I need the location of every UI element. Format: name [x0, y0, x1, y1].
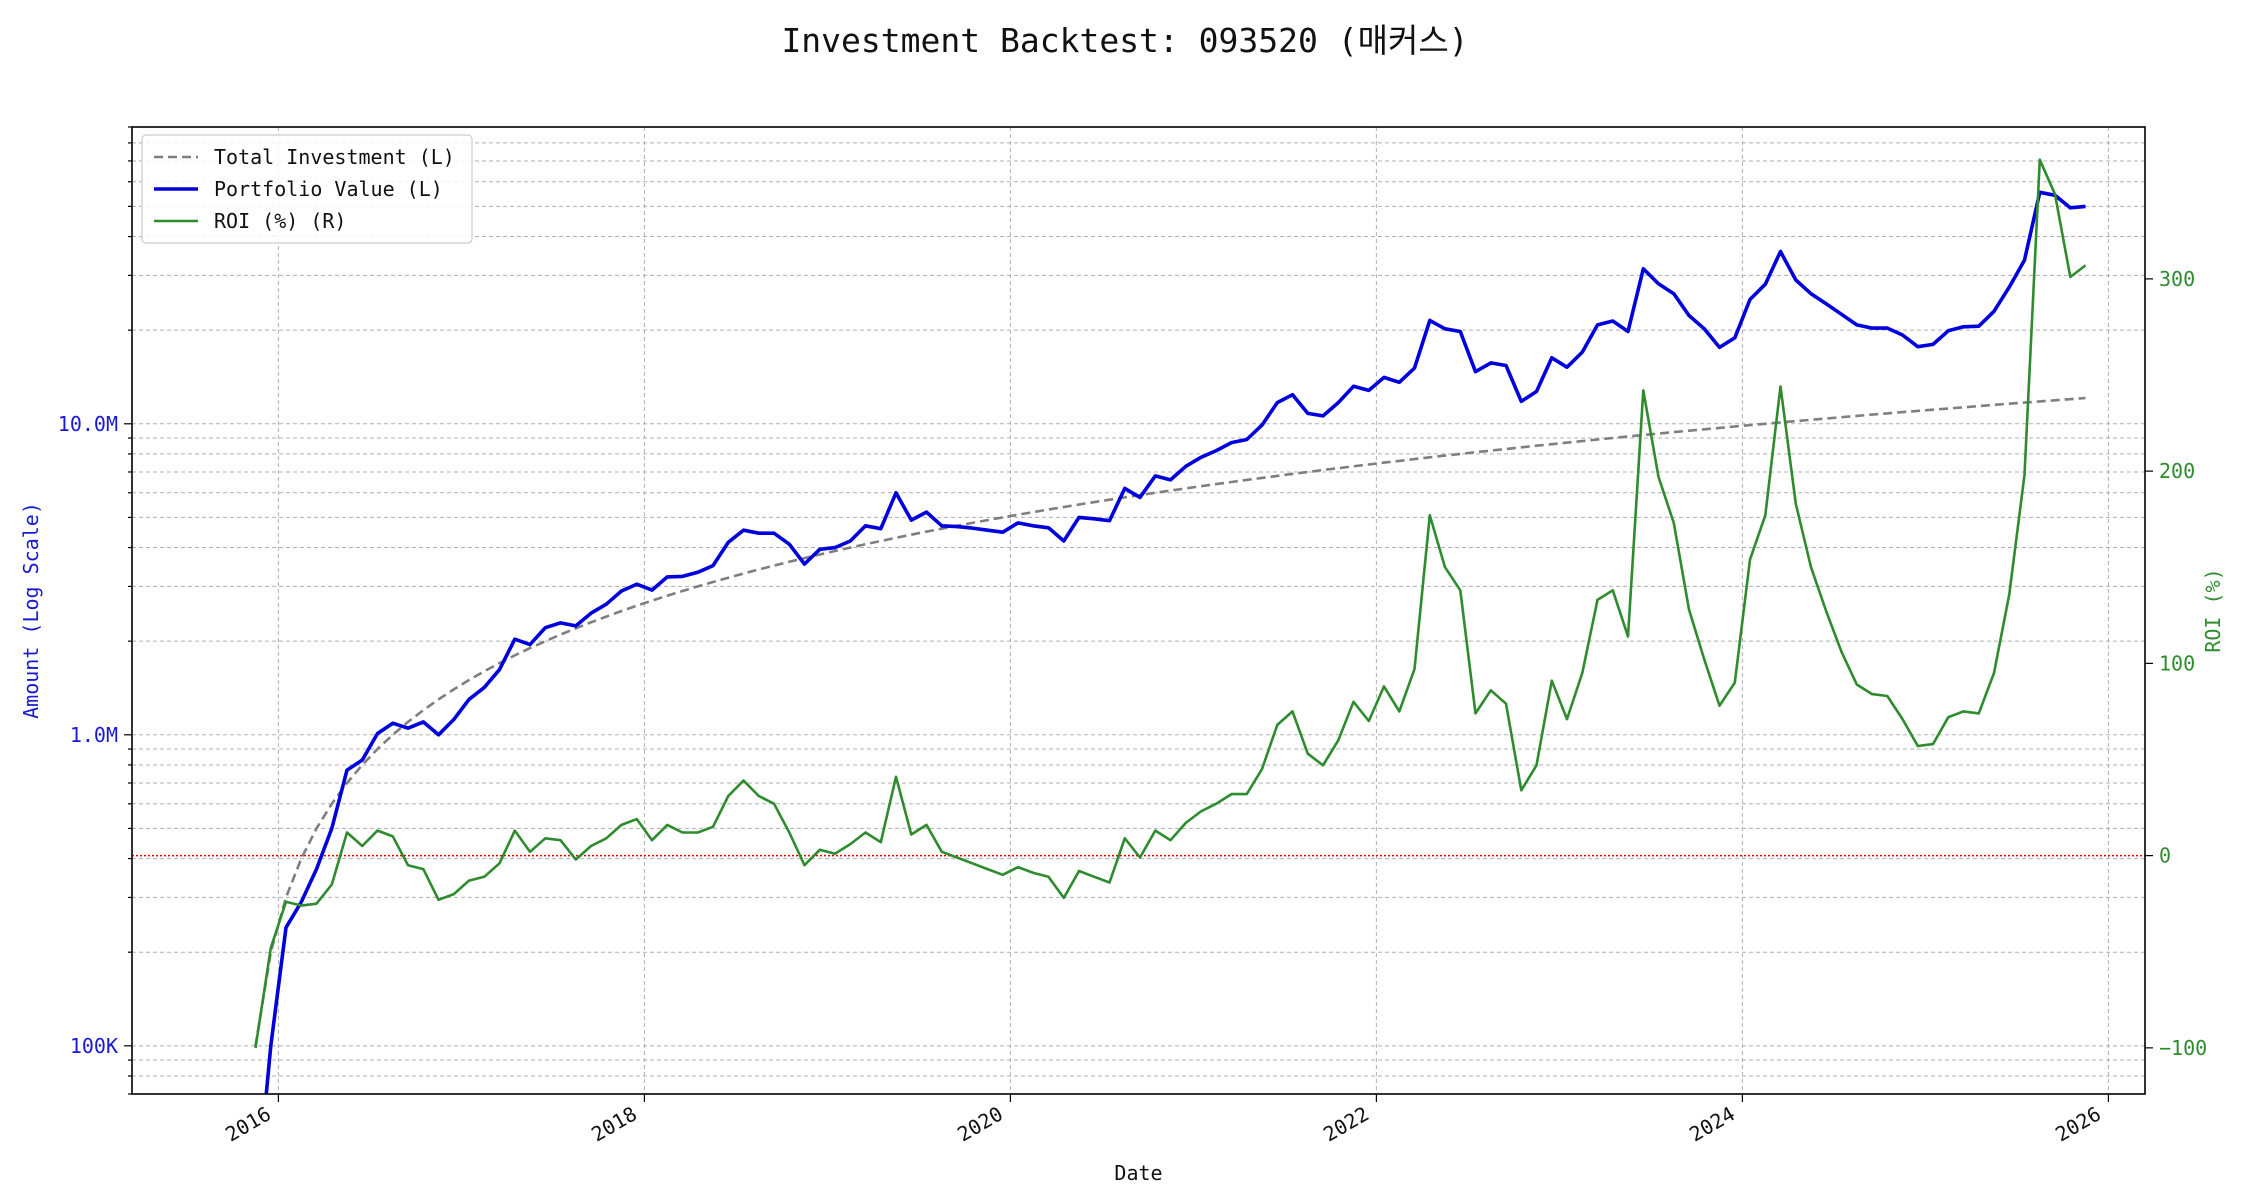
right-tick-label: 300 — [2159, 267, 2195, 291]
grid-layer — [132, 126, 2145, 1095]
x-tick-label: 2026 — [2051, 1102, 2105, 1147]
x-tick-label: 2024 — [1685, 1102, 1739, 1147]
left-tick-label: 1.0M — [70, 723, 118, 747]
x-tick-label: 2016 — [221, 1102, 275, 1147]
left-tick-label: 10.0M — [58, 412, 118, 436]
x-tick-label: 2020 — [953, 1102, 1007, 1147]
y-axis-label-right: ROI (%) — [2201, 568, 2225, 652]
axis-layer: 2016 2018 2020 2022 2024 2026 100K 1.0M 10.0M −10… — [58, 126, 2207, 1147]
legend-box — [141, 134, 473, 244]
portfolio-value-line — [264, 190, 2086, 1094]
right-tick-label: 200 — [2159, 459, 2195, 483]
legend-label-portfolio: Portfolio Value (L) — [214, 177, 443, 201]
chart-title: Investment Backtest: 093520 (매커스) — [781, 21, 1469, 60]
x-axis-label: Date — [1114, 1161, 1162, 1185]
x-tick-label: 2022 — [1319, 1102, 1373, 1147]
y-axis-label-left: Amount (Log Scale) — [19, 502, 43, 719]
total-investment-line — [254, 396, 2086, 1047]
legend-label-investment: Total Investment (L) — [214, 145, 455, 169]
left-tick-label: 100K — [70, 1034, 118, 1058]
right-tick-label: 0 — [2159, 844, 2171, 868]
legend-label-roi: ROI (%) (R) — [214, 209, 346, 233]
legend: Total Investment (L) Portfolio Value (L) R… — [141, 134, 473, 244]
plot-frame — [131, 126, 2146, 1095]
x-tick-label: 2018 — [587, 1102, 641, 1147]
right-tick-label: 100 — [2159, 651, 2195, 675]
series-layer — [254, 158, 2087, 1094]
right-tick-label: −100 — [2159, 1036, 2207, 1060]
roi-line — [254, 158, 2087, 1049]
